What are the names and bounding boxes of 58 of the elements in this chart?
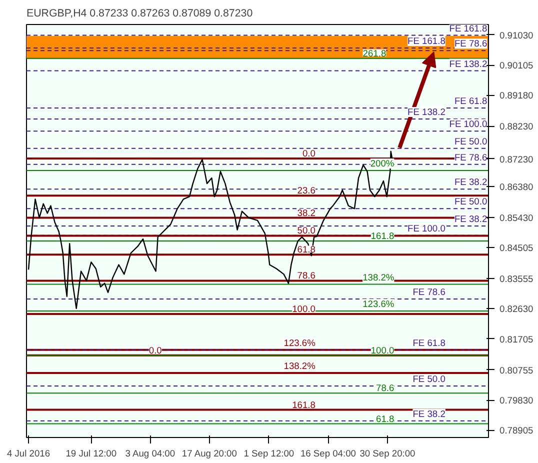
annotation: FE 78.6 — [454, 38, 488, 49]
annotation: 123.6% — [362, 299, 394, 310]
annotation: 38.2 — [297, 208, 316, 218]
annotation: FE 61.8 — [454, 96, 488, 106]
annotation: FE 138.2 — [408, 107, 446, 118]
annotation: 138.2% — [362, 272, 394, 282]
y-tick-label: 0.85430 — [500, 212, 534, 223]
annotation: FE 161.8 — [449, 23, 488, 34]
y-tick-label: 0.82630 — [500, 304, 534, 314]
annotation: FE 161.8 — [408, 36, 446, 46]
x-tick-label: 16 Sep 04:00 — [300, 448, 356, 458]
annotation: 50.0 — [297, 226, 316, 236]
x-tick-label: 3 Aug 04:00 — [125, 448, 176, 458]
annotation: FE 78.6 — [412, 286, 446, 297]
annotation: 200% — [370, 158, 394, 169]
x-tick-label: 1 Sep 12:00 — [244, 448, 294, 458]
annotation: FE 78.6 — [454, 152, 488, 162]
annotation: FE 38.2 — [454, 177, 488, 188]
annotation: FE 138.2 — [449, 58, 488, 69]
y-tick-label: 0.81705 — [500, 334, 534, 344]
x-tick-label: 19 Jul 12:00 — [66, 448, 117, 458]
annotation: FE 38.2 — [412, 408, 446, 419]
y-tick-label: 0.83555 — [500, 274, 534, 284]
annotation: 61.8 — [297, 244, 316, 255]
y-tick-label: 0.80755 — [500, 365, 534, 376]
annotation: FE 100.0 — [408, 223, 446, 234]
annotation: 0.0 — [302, 148, 316, 158]
annotation: FE 50.0 — [454, 196, 488, 207]
x-tick-label: 30 Sep 20:00 — [360, 448, 416, 458]
annotation: 78.6 — [376, 383, 394, 394]
annotation: FE 100.0 — [449, 119, 488, 130]
y-tick-label: 0.87230 — [500, 154, 534, 164]
annotation: 0.0 — [148, 345, 162, 356]
y-tick-label: 0.90105 — [500, 60, 534, 71]
y-tick-label: 0.78905 — [500, 426, 534, 436]
x-tick-label: 17 Aug 20:00 — [182, 448, 237, 458]
x-tick-label: 4 Jul 2016 — [6, 448, 50, 458]
annotation: 61.8 — [376, 414, 394, 424]
annotation: FE 50.0 — [454, 136, 488, 146]
annotation: 261.8 — [362, 48, 386, 58]
chart-title: EURGBP,H4 0.87233 0.87263 0.87089 0.87230 — [26, 8, 253, 20]
annotation: 100.0 — [370, 345, 394, 356]
annotation: 161.8 — [292, 400, 316, 410]
y-tick-label: 0.89180 — [500, 90, 534, 101]
y-tick-label: 0.86380 — [500, 182, 534, 192]
y-tick-label: 0.91030 — [500, 30, 534, 40]
annotation: 78.6 — [297, 270, 316, 281]
y-tick-label: 0.84505 — [500, 243, 534, 254]
annotation: 123.6% — [284, 338, 316, 348]
y-tick-label: 0.79830 — [500, 396, 534, 406]
annotation: FE 38.2 — [454, 214, 488, 224]
annotation: 23.6 — [297, 186, 316, 196]
y-tick-label: 0.88230 — [500, 122, 534, 132]
annotation: FE 50.0 — [412, 374, 446, 384]
annotation: 161.8 — [370, 230, 394, 241]
annotation: 100.0 — [292, 304, 316, 314]
annotation: FE 61.8 — [412, 338, 446, 348]
annotation: 138.2% — [284, 360, 316, 371]
